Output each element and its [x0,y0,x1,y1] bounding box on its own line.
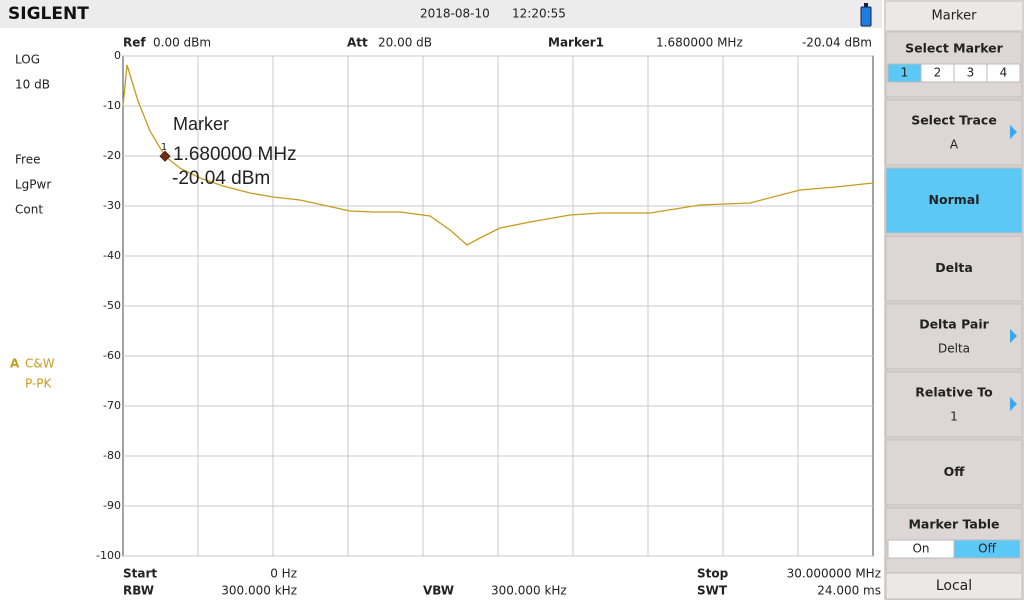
softkey[interactable] [885,439,1023,506]
softkey-sub: 1 [950,410,958,424]
top-bar [0,0,882,28]
softkey-option[interactable] [986,63,1021,83]
local-button[interactable] [885,572,1023,600]
battery [860,6,872,27]
ref-label: Ref [123,36,146,50]
swt-label: SWT [697,584,728,598]
softkey-label: Off [944,464,966,479]
vbw-label: VBW [423,584,454,598]
trace-mode: C&W [25,357,55,371]
softkey[interactable] [885,167,1023,234]
y-tick-label: -40 [103,249,121,262]
y-tick-label: 0 [114,49,121,62]
y-tick-label: -100 [96,549,121,562]
y-tick-label: -70 [103,399,121,412]
marker-point [159,150,171,162]
softkey-option[interactable] [953,539,1021,559]
y-tick-label: -90 [103,499,121,512]
date: 2018-08-10 [420,7,490,21]
stop-value: 30.000000 MHz [787,567,881,581]
trigger: Free [15,153,40,167]
softkey-label: Relative To [915,385,993,400]
start-value: 0 Hz [270,567,297,581]
softkey-title-box [886,2,1022,30]
vbw-value: 300.000 kHz [491,584,567,598]
y-tick-label: -50 [103,299,121,312]
softkey-label: Delta [935,260,973,275]
softkey-label: Select Trace [911,113,997,128]
trace-name: A [10,357,20,371]
time: 12:20:55 [512,7,566,21]
att-value: 20.00 dB [378,36,432,50]
y-tick-label: -80 [103,449,121,462]
marker-freq: 1.680000 MHz [656,36,743,50]
trace-line [122,64,874,246]
softkey-option-label: 2 [934,66,942,80]
softkey-label: Select Marker [905,41,1003,56]
marker-label: Marker1 [548,36,604,50]
ref-value: 0.00 dBm [153,36,211,50]
rbw-value: 300.000 kHz [221,584,297,598]
stop-label: Stop [697,567,729,581]
marker-number: 1 [161,142,167,153]
softkey-arrow [1010,329,1017,343]
softkey-arrow [1010,397,1017,411]
battery-tip [864,3,868,7]
softkey-label: Normal [929,192,980,207]
detect: LgPwr [15,178,51,192]
softkey-title: Marker [932,9,978,24]
softkey-option-label: 4 [1000,66,1008,80]
marker-title: Marker [173,114,229,134]
softkey[interactable] [885,371,1023,438]
softkey-option-label: 1 [901,66,909,80]
y-tick-label: -30 [103,199,121,212]
softkey-option-label: Off [978,542,996,556]
softkey-option-label: 3 [967,66,975,80]
local-label: Local [936,578,972,594]
marker-freq: 1.680000 MHz [173,144,297,165]
sweep: Cont [15,203,43,217]
softkey[interactable] [885,235,1023,302]
y-tick-label: -10 [103,99,121,112]
softkey[interactable] [885,99,1023,166]
marker-level: -20.04 dBm [802,36,872,50]
softkey-sub: A [950,138,959,152]
softkey-sub: Delta [938,342,970,356]
softkey-option-label: On [912,542,929,556]
rbw-label: RBW [123,584,154,598]
start-label: Start [123,567,157,581]
softkey-arrow [1010,125,1017,139]
softkey-label: Delta Pair [919,317,989,332]
y-tick-label: -60 [103,349,121,362]
att-label: Att [347,36,368,50]
scale: 10 dB [15,78,50,92]
scale-type: LOG [15,53,40,67]
detector: P-PK [25,377,53,391]
swt-value: 24.000 ms [817,584,881,598]
y-tick-label: -20 [103,149,121,162]
brand: SIGLENT [8,4,89,24]
softkey[interactable] [885,303,1023,370]
softkey-label: Marker Table [908,517,999,532]
marker-level: -20.04 dBm [172,168,270,189]
battery-icon [860,3,872,27]
